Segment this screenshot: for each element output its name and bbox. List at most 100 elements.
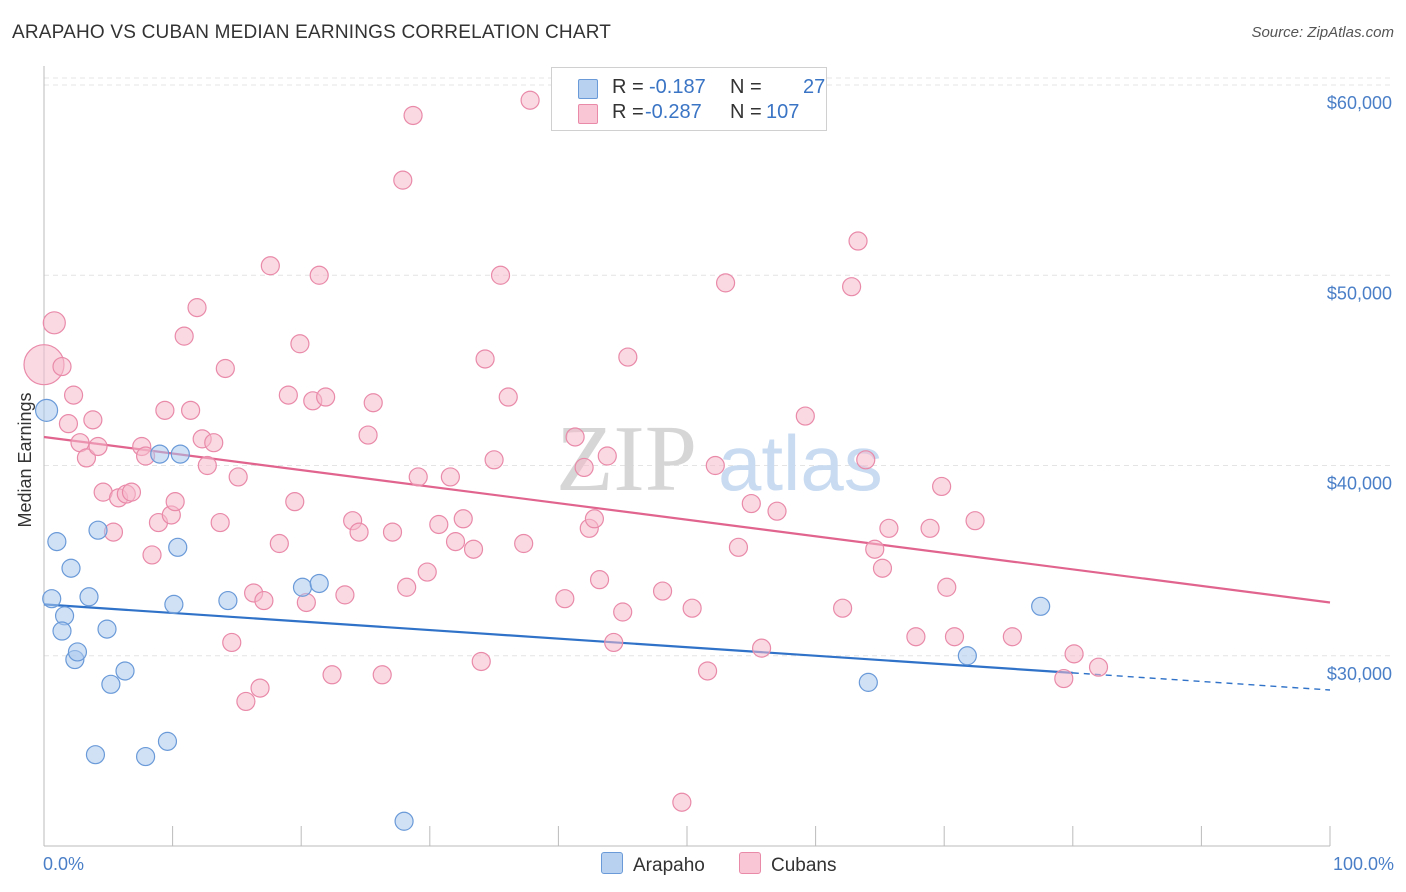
- cubans-point: [705, 455, 725, 476]
- cubans-point: [865, 539, 885, 559]
- cubans-point: [76, 448, 97, 468]
- cubans-point: [1064, 644, 1084, 664]
- cubans-point: [155, 400, 175, 420]
- arapaho-point: [170, 444, 190, 464]
- cubans-point: [484, 450, 504, 470]
- cubans-point: [475, 349, 495, 369]
- cubans-point: [204, 433, 224, 453]
- cubans-point: [278, 385, 298, 405]
- arapaho-point: [47, 532, 67, 552]
- cubans-point: [397, 577, 417, 597]
- cubans-point: [589, 570, 610, 590]
- cubans-point: [520, 90, 540, 110]
- cubans-point: [920, 518, 940, 538]
- cubans-point: [63, 385, 84, 405]
- cubans-point: [363, 393, 383, 413]
- cubans-point: [848, 231, 868, 251]
- arapaho-points: [34, 398, 1051, 831]
- legend-n-label: N =: [730, 76, 762, 98]
- cubans-point: [944, 627, 965, 647]
- cubans-point: [565, 427, 585, 447]
- cubans-point: [403, 105, 423, 126]
- arapaho-point: [168, 537, 188, 557]
- cubans-point: [937, 577, 957, 597]
- legend-n-value: 107: [766, 101, 800, 123]
- y-tick-labels: $30,000 $40,000 $50,000 $60,000: [1327, 93, 1392, 684]
- arapaho-point: [67, 642, 88, 662]
- source-credit: Source: ZipAtlas.com: [1251, 24, 1394, 41]
- cubans-point: [322, 665, 342, 685]
- cubans-point: [408, 467, 428, 487]
- cubans-point: [715, 273, 736, 293]
- cubans-point: [285, 492, 305, 512]
- cubans-point: [741, 493, 761, 514]
- arapaho-point: [42, 589, 62, 609]
- grid-lines: [44, 77, 1394, 657]
- cubans-point: [349, 522, 369, 542]
- trend-lines: [43, 435, 1331, 691]
- cubans-point: [697, 661, 718, 681]
- cubans-point: [52, 356, 72, 377]
- arapaho-point: [292, 577, 313, 597]
- cubans-point: [260, 256, 280, 276]
- bottom-legend-arapaho: Arapaho: [601, 852, 705, 877]
- watermark-atlas: atlas: [718, 419, 883, 507]
- cubans-point: [672, 792, 692, 812]
- cubans-point: [250, 678, 270, 698]
- arapaho-legend-swatch: [601, 852, 623, 874]
- cubans-point: [254, 590, 274, 611]
- arapaho-point: [52, 621, 72, 641]
- arapaho-point: [218, 590, 238, 611]
- cubans-point: [393, 170, 413, 190]
- arapaho-point: [61, 558, 81, 578]
- cubans-point: [228, 467, 248, 487]
- legend-n-label: N =: [730, 101, 762, 123]
- legend-n-value: 27: [803, 76, 826, 98]
- cubans-point: [682, 598, 702, 618]
- cubans-point: [290, 334, 310, 354]
- cubans-point: [463, 539, 484, 559]
- y-tick-label: $60,000: [1327, 93, 1392, 113]
- arapaho-point: [394, 811, 414, 831]
- legend-r-label: R =: [612, 76, 644, 98]
- cubans-point: [604, 632, 624, 653]
- cubans-point: [932, 476, 952, 497]
- cubans-point: [1088, 657, 1109, 677]
- arapaho-point: [88, 520, 108, 540]
- cubans-point: [965, 511, 985, 531]
- cubans-point: [1054, 668, 1074, 689]
- cubans-point: [514, 533, 534, 554]
- cubans-point: [165, 492, 185, 512]
- arapaho-point: [858, 672, 878, 692]
- cubans-point: [121, 482, 142, 502]
- cubans-point: [597, 446, 617, 466]
- x-tick-marks: [43, 826, 1331, 846]
- legend-r-value: -0.287: [645, 101, 702, 123]
- arapaho-point: [34, 398, 59, 422]
- arapaho-swatch: [578, 79, 598, 99]
- legend-r-label: R =: [612, 101, 644, 123]
- arapaho-point: [115, 661, 135, 681]
- cubans-point: [453, 509, 473, 529]
- cubans-trend-line: [43, 435, 1331, 604]
- arapaho-point: [85, 745, 106, 765]
- arapaho-point: [79, 587, 99, 607]
- cubans-point: [142, 545, 162, 565]
- arapaho-trend-extension: [1072, 672, 1331, 691]
- chart-title: ARAPAHO VS CUBAN MEDIAN EARNINGS CORRELA…: [12, 22, 612, 43]
- cubans-point: [833, 598, 853, 618]
- arapaho-point: [101, 674, 121, 694]
- cubans-point: [751, 638, 772, 658]
- cubans-point: [382, 522, 403, 542]
- cubans-point: [174, 326, 194, 346]
- cubans-point: [83, 410, 103, 430]
- cubans-point: [498, 387, 518, 407]
- cubans-point: [872, 558, 893, 578]
- y-tick-label: $50,000: [1327, 283, 1392, 303]
- cubans-legend-label: Cubans: [771, 855, 837, 876]
- cubans-point: [879, 518, 899, 538]
- correlation-legend: R = -0.187 N = 27 R = -0.287 N = 107: [551, 67, 827, 131]
- cubans-point: [316, 387, 336, 407]
- arapaho-point: [957, 646, 977, 666]
